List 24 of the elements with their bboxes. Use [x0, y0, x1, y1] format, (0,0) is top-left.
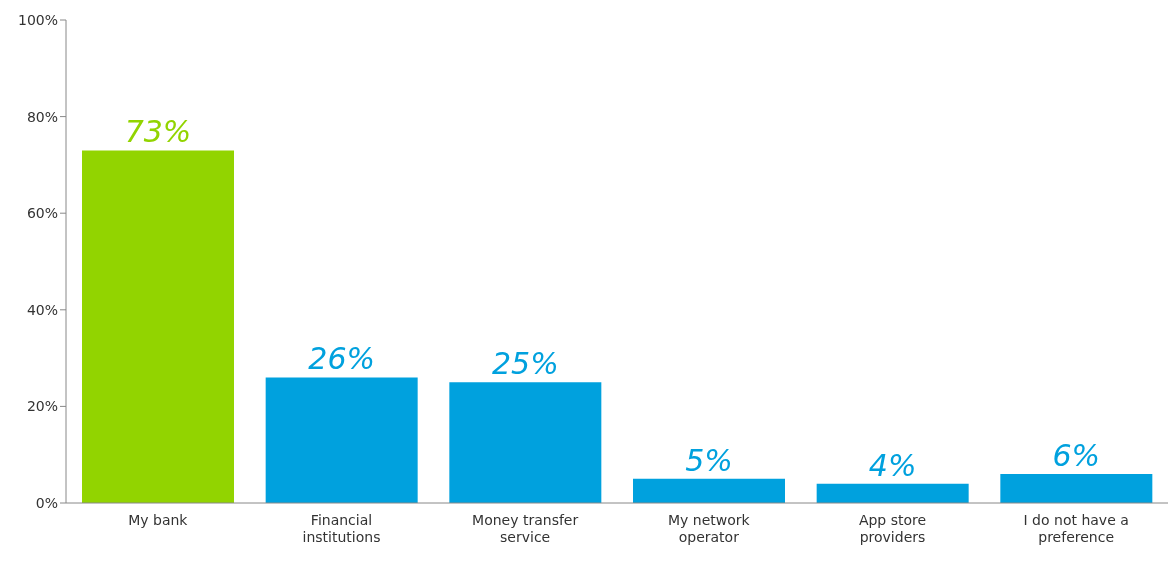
y-tick-label: 100% — [17, 11, 58, 28]
bar — [633, 478, 785, 503]
bar — [265, 377, 418, 503]
data-label: 73% — [124, 114, 192, 150]
data-label: 5% — [685, 442, 733, 478]
data-label: 4% — [868, 447, 917, 483]
y-tick-label: 60% — [26, 205, 58, 222]
y-tick-label: 20% — [26, 398, 58, 415]
x-tick-label: Financial institutions — [302, 512, 381, 545]
x-tick-label: App store providers — [858, 512, 927, 545]
x-tick-label: I do not have a preference — [1023, 512, 1129, 545]
data-label: 25% — [491, 346, 559, 382]
y-tick-label: 0% — [35, 494, 58, 511]
data-label: 6% — [1052, 438, 1101, 474]
x-tick-label: Money transfer service — [472, 512, 579, 545]
x-tick-label: My network operator — [668, 512, 751, 545]
y-tick-label: 40% — [26, 301, 58, 318]
bar — [449, 382, 602, 503]
bar — [82, 150, 234, 503]
bar — [1000, 474, 1153, 503]
data-label: 26% — [308, 341, 376, 377]
x-tick-label: My bank — [128, 512, 189, 528]
y-tick-label: 80% — [26, 108, 58, 125]
bar — [816, 483, 969, 503]
